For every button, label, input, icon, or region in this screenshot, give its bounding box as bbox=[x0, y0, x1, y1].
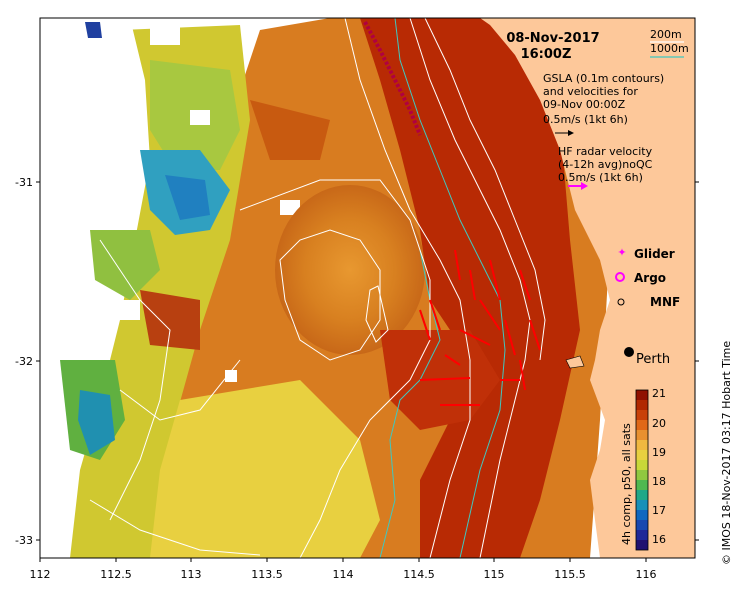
colorbar: 21 20 19 18 17 16 bbox=[635, 387, 666, 551]
x-tick-label: 116 bbox=[636, 568, 657, 581]
gsla-contour-1 bbox=[99, 239, 171, 521]
gsla-contour-4 bbox=[119, 359, 241, 421]
contour-shelf bbox=[424, 18, 546, 361]
hf-legend-line2: (4-12h avg)noQC bbox=[558, 158, 653, 171]
colorbar-tick: 19 bbox=[652, 446, 666, 459]
x-tick-label: 112.5 bbox=[100, 568, 132, 581]
x-tick-label: 114.5 bbox=[403, 568, 435, 581]
x-tick-label: 112 bbox=[30, 568, 51, 581]
y-axis: -31 -32 -33 bbox=[15, 176, 699, 547]
x-tick-label: 115 bbox=[484, 568, 505, 581]
sst-cold-patch-4 bbox=[85, 22, 102, 38]
argo-legend-label: Argo bbox=[634, 271, 666, 285]
colorbar-label: 4h comp, p50, all sats bbox=[620, 423, 633, 545]
mnf-symbol-icon bbox=[617, 298, 625, 306]
sst-cold-patch-3 bbox=[78, 390, 115, 455]
plot-frame bbox=[39, 17, 696, 559]
colorbar-tick: 17 bbox=[652, 504, 666, 517]
x-tick-label: 115.5 bbox=[554, 568, 586, 581]
y-tick-label: -31 bbox=[15, 176, 33, 189]
x-tick-label: 113.5 bbox=[251, 568, 283, 581]
map-date: 08-Nov-2017 bbox=[506, 31, 599, 46]
plot-area bbox=[40, 18, 695, 558]
colorbar-tick: 20 bbox=[652, 417, 666, 430]
gsla-legend-line2: and velocities for bbox=[543, 85, 638, 98]
x-tick-label: 113 bbox=[181, 568, 202, 581]
colorbar-tick: 21 bbox=[652, 387, 666, 400]
city-label: Perth bbox=[636, 352, 670, 367]
glider-track bbox=[363, 21, 422, 136]
contour-200m bbox=[344, 18, 471, 558]
warm-patch-west bbox=[140, 290, 200, 350]
map-time: 16:00Z bbox=[521, 47, 572, 62]
sst-green-patch-2 bbox=[90, 230, 160, 300]
eddy bbox=[275, 185, 425, 355]
colorbar-tick: 16 bbox=[652, 533, 666, 546]
gsla-contour-eddy bbox=[279, 229, 381, 361]
mnf-legend-label: MNF bbox=[650, 295, 680, 309]
hf-legend-scale: 0.5m/s (1kt 6h) bbox=[558, 171, 643, 184]
argo-symbol-icon bbox=[615, 272, 625, 282]
credit-text: © IMOS 18-Nov-2017 03:17 Hobart Time bbox=[720, 341, 733, 565]
sst-cold-patch-2 bbox=[165, 175, 210, 220]
contour-200m-b bbox=[409, 18, 531, 558]
colorbar-tick: 18 bbox=[652, 475, 666, 488]
x-axis: 112 112.5 113 113.5 114 114.5 115 115.5 … bbox=[30, 558, 657, 581]
y-tick-label: -32 bbox=[15, 355, 33, 368]
gsla-contour-3 bbox=[89, 499, 261, 556]
contour-1000m-a bbox=[394, 18, 506, 558]
glider-legend-label: Glider bbox=[634, 247, 675, 261]
bathy-legend-1000m: 1000m bbox=[650, 42, 689, 55]
glider-symbol-icon: ✦ bbox=[617, 246, 626, 259]
gsla-legend-line3: 09-Nov 00:00Z bbox=[543, 98, 626, 111]
gsla-legend-scale: 0.5m/s (1kt 6h) bbox=[543, 113, 628, 126]
bathy-legend-200m: 200m bbox=[650, 28, 682, 41]
hf-legend-line1: HF radar velocity bbox=[558, 145, 653, 158]
gsla-legend-line1: GSLA (0.1m contours) bbox=[543, 72, 664, 85]
gsla-contour-eddy-core bbox=[365, 285, 389, 343]
leeuwin-current bbox=[360, 18, 580, 558]
y-tick-label: -33 bbox=[15, 534, 33, 547]
hf-radar-arrows bbox=[419, 249, 541, 406]
warm-patch-offshore bbox=[250, 100, 330, 160]
perth-dot bbox=[624, 347, 634, 357]
x-tick-label: 114 bbox=[333, 568, 354, 581]
